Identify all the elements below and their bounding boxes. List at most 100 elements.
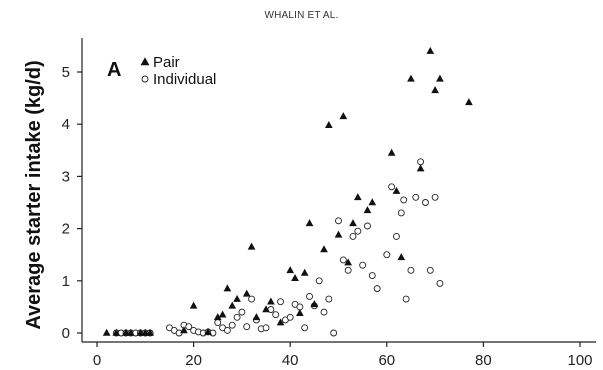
pair-point	[122, 328, 130, 336]
individual-point	[373, 285, 381, 293]
pair-point	[136, 328, 145, 336]
individual-point	[185, 323, 193, 331]
pair-point	[267, 297, 275, 305]
individual-point	[214, 319, 222, 327]
x-tick-label: 60	[378, 352, 395, 369]
individual-point	[248, 295, 256, 303]
individual-point	[320, 308, 328, 316]
pair-point	[242, 289, 251, 297]
y-tick-label: 2	[62, 221, 70, 238]
x-tick-label: 100	[567, 352, 592, 369]
individual-point	[397, 209, 405, 217]
y-tick-label: 4	[62, 116, 70, 133]
pair-point	[416, 164, 425, 172]
x-tick-label: 0	[93, 352, 101, 369]
pair-point	[262, 305, 270, 313]
legend-pair-label: Pair	[153, 54, 180, 71]
pair-point	[353, 193, 362, 201]
pair-point	[334, 230, 343, 238]
y-axis-ticks: 0 1 2 3 4 5	[62, 64, 82, 342]
pair-point	[407, 74, 415, 82]
pair-point	[213, 313, 222, 321]
pair-point	[392, 186, 401, 194]
individual-point	[238, 308, 246, 316]
pair-point	[126, 328, 135, 336]
legend-individual-label: Individual	[153, 71, 216, 88]
individual-point	[349, 232, 357, 240]
y-tick-label: 5	[62, 64, 70, 81]
pair-point	[339, 112, 348, 120]
y-axis-label: Average starter intake (kg/d)	[23, 60, 45, 329]
y-tick-label: 3	[62, 168, 70, 185]
individual-point	[368, 272, 376, 280]
panel-label: A	[107, 59, 121, 81]
legend-pair-marker	[140, 57, 150, 66]
pair-point	[247, 242, 256, 250]
pair-point	[305, 219, 314, 227]
individual-point	[286, 313, 294, 321]
pair-point	[141, 328, 150, 336]
pair-point	[228, 301, 237, 309]
individual-point	[393, 232, 400, 240]
individual-point	[412, 193, 420, 201]
data-points	[102, 46, 473, 337]
pair-point	[324, 121, 333, 129]
pair-point	[252, 313, 261, 321]
pair-point	[296, 308, 304, 316]
pair-point	[431, 86, 439, 94]
individual-point	[228, 321, 236, 329]
pair-point	[310, 300, 319, 308]
individual-point	[388, 183, 396, 191]
individual-point	[325, 295, 333, 303]
pair-point	[320, 245, 328, 253]
pair-point	[397, 253, 406, 261]
pair-point	[363, 206, 372, 214]
pair-point	[344, 258, 353, 266]
pair-point	[291, 273, 299, 281]
individual-point	[364, 222, 371, 230]
individual-point	[431, 193, 439, 201]
individual-point	[339, 256, 347, 264]
individual-point	[383, 251, 391, 259]
pair-point	[204, 327, 212, 335]
pair-point	[368, 198, 377, 206]
pair-point	[465, 98, 473, 106]
individual-point	[354, 227, 362, 235]
individual-point	[421, 199, 429, 206]
pair-point	[180, 326, 188, 334]
pair-point	[218, 310, 227, 318]
pair-point	[300, 268, 309, 276]
individual-point	[344, 266, 352, 274]
y-tick-label: 1	[62, 273, 70, 290]
pair-point	[146, 328, 154, 336]
pair-point	[286, 266, 295, 274]
individual-point	[400, 196, 408, 204]
y-tick-label: 0	[62, 325, 70, 342]
axes	[81, 38, 596, 343]
pair-point	[349, 219, 357, 227]
running-head: WHALIN ET AL.	[264, 10, 339, 21]
individual-point	[417, 158, 425, 166]
x-tick-label: 80	[475, 352, 492, 369]
x-tick-label: 40	[282, 352, 299, 369]
individual-point	[402, 295, 410, 303]
individual-point	[436, 279, 444, 287]
pair-point	[436, 74, 444, 82]
legend-individual-marker	[141, 75, 149, 83]
individual-point	[243, 323, 251, 331]
individual-point	[277, 298, 284, 306]
pair-point	[189, 301, 198, 309]
pair-point	[426, 46, 435, 54]
pair-point	[223, 284, 232, 292]
individual-point	[335, 217, 342, 225]
pair-point	[276, 318, 285, 326]
individual-point	[272, 311, 280, 319]
pair-point	[102, 328, 111, 336]
individual-point	[426, 266, 434, 274]
individual-point	[407, 266, 415, 274]
pair-point	[112, 328, 121, 336]
individual-point	[262, 324, 270, 332]
pair-point	[387, 148, 396, 156]
